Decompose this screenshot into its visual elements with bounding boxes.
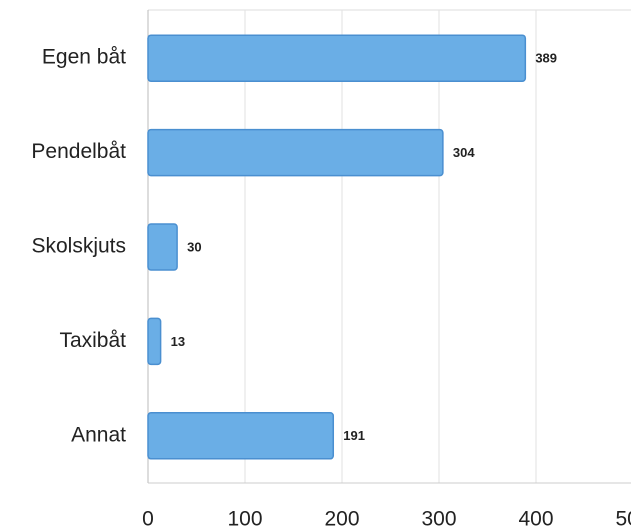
- y-tick-label: Egen båt: [42, 46, 126, 69]
- value-label: 304: [453, 145, 475, 160]
- bar: [147, 128, 444, 177]
- x-tick-label: 500: [615, 508, 631, 530]
- x-tick-label: 400: [518, 508, 553, 530]
- value-label: 389: [535, 51, 557, 66]
- value-label: 13: [171, 334, 185, 349]
- x-tick-label: 300: [421, 508, 456, 530]
- value-label: 30: [187, 239, 201, 254]
- x-tick-label: 100: [227, 508, 262, 530]
- y-tick-label: Annat: [71, 423, 126, 446]
- value-label: 191: [343, 428, 365, 443]
- y-tick-label: Taxibåt: [59, 329, 126, 352]
- y-tick-label: Skolskjuts: [31, 235, 126, 258]
- bar: [147, 412, 335, 460]
- bar: [147, 34, 527, 82]
- x-tick-label: 0: [142, 508, 154, 530]
- bar: [147, 317, 162, 366]
- y-tick-label: Pendelbåt: [31, 140, 126, 163]
- x-tick-label: 200: [324, 508, 359, 530]
- bar: [147, 223, 178, 271]
